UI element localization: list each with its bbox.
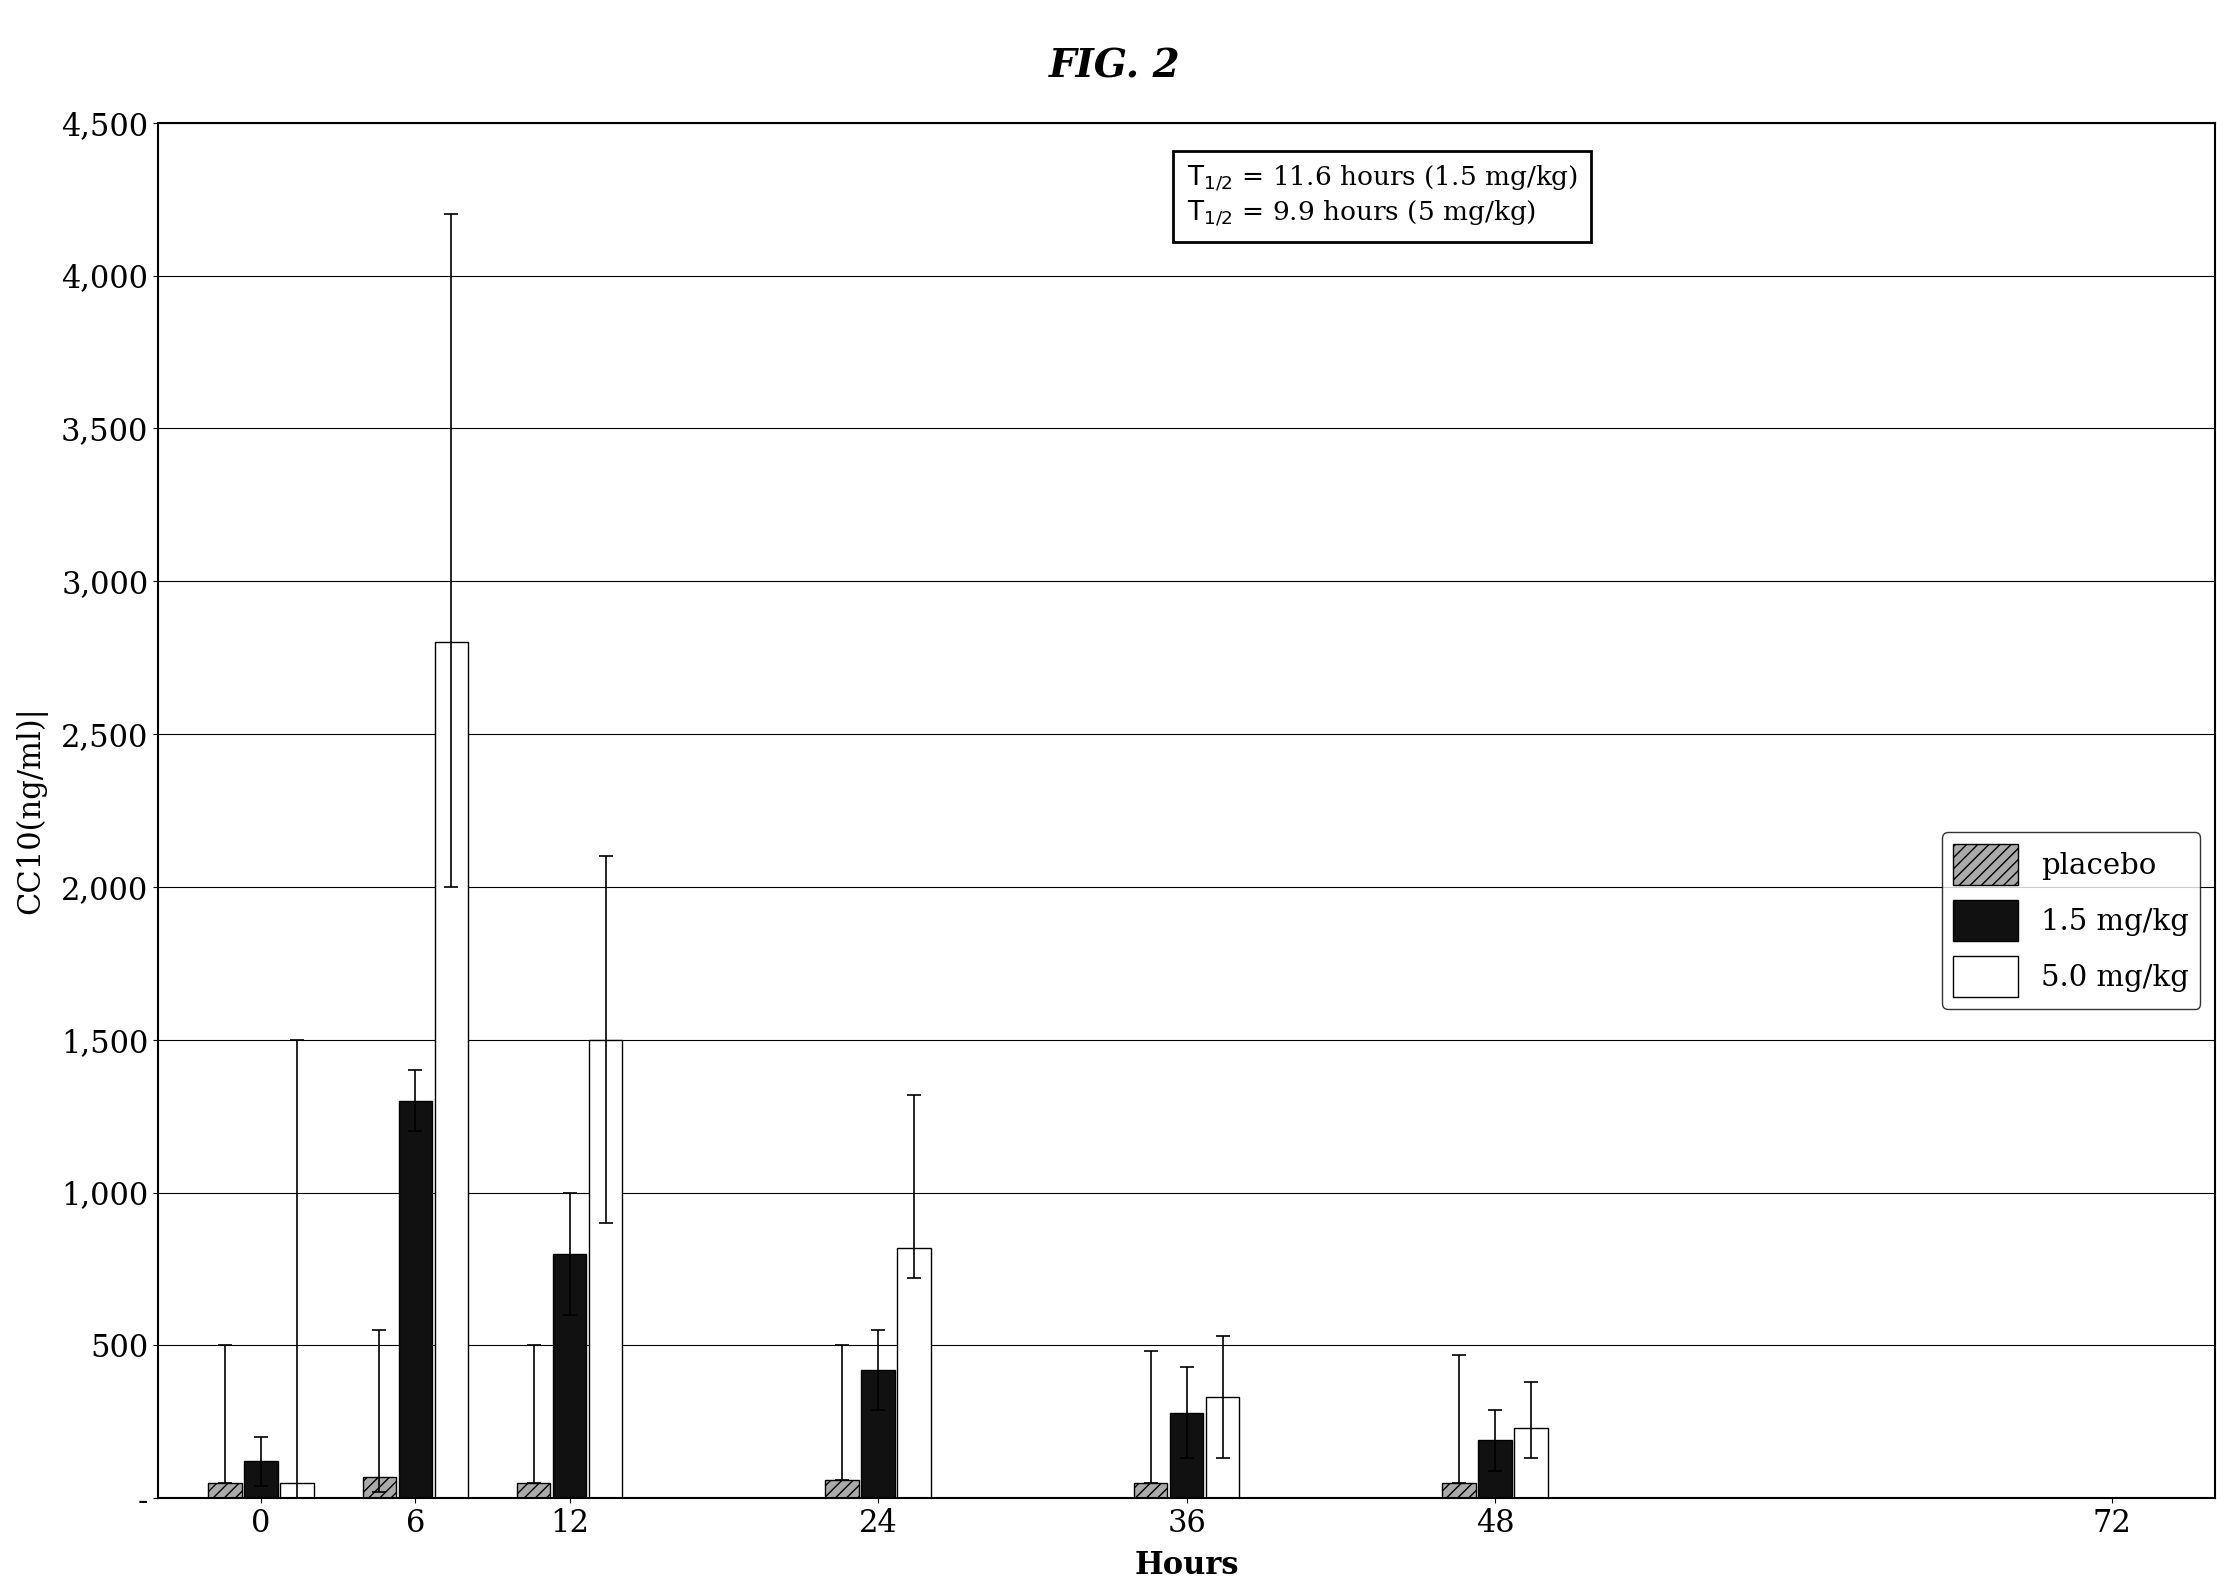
Bar — [1478, 1440, 1512, 1499]
Bar — [1443, 1483, 1476, 1499]
Bar — [1514, 1428, 1548, 1499]
Bar — [589, 1039, 622, 1499]
Text: FIG. 2: FIG. 2 — [1048, 48, 1182, 86]
Bar — [1171, 1412, 1204, 1499]
Bar — [825, 1479, 859, 1499]
Bar — [399, 1101, 433, 1499]
Bar — [896, 1248, 930, 1499]
Text: $\mathrm{T}_{1/2}$ = 11.6 hours (1.5 mg/kg)
$\mathrm{T}_{1/2}$ = 9.9 hours (5 mg: $\mathrm{T}_{1/2}$ = 11.6 hours (1.5 mg/… — [1186, 164, 1579, 228]
Bar — [245, 1462, 279, 1499]
Bar — [207, 1483, 241, 1499]
X-axis label: Hours: Hours — [1135, 1550, 1240, 1582]
Bar — [1206, 1398, 1240, 1499]
Bar — [517, 1483, 551, 1499]
Bar — [1133, 1483, 1166, 1499]
Bar — [281, 1483, 314, 1499]
Bar — [435, 642, 468, 1499]
Bar — [861, 1369, 894, 1499]
Legend: placebo, 1.5 mg/kg, 5.0 mg/kg: placebo, 1.5 mg/kg, 5.0 mg/kg — [1942, 833, 2201, 1009]
Y-axis label: CC10(ng/ml)|: CC10(ng/ml)| — [16, 707, 47, 915]
Bar — [363, 1476, 397, 1499]
Bar — [553, 1253, 586, 1499]
